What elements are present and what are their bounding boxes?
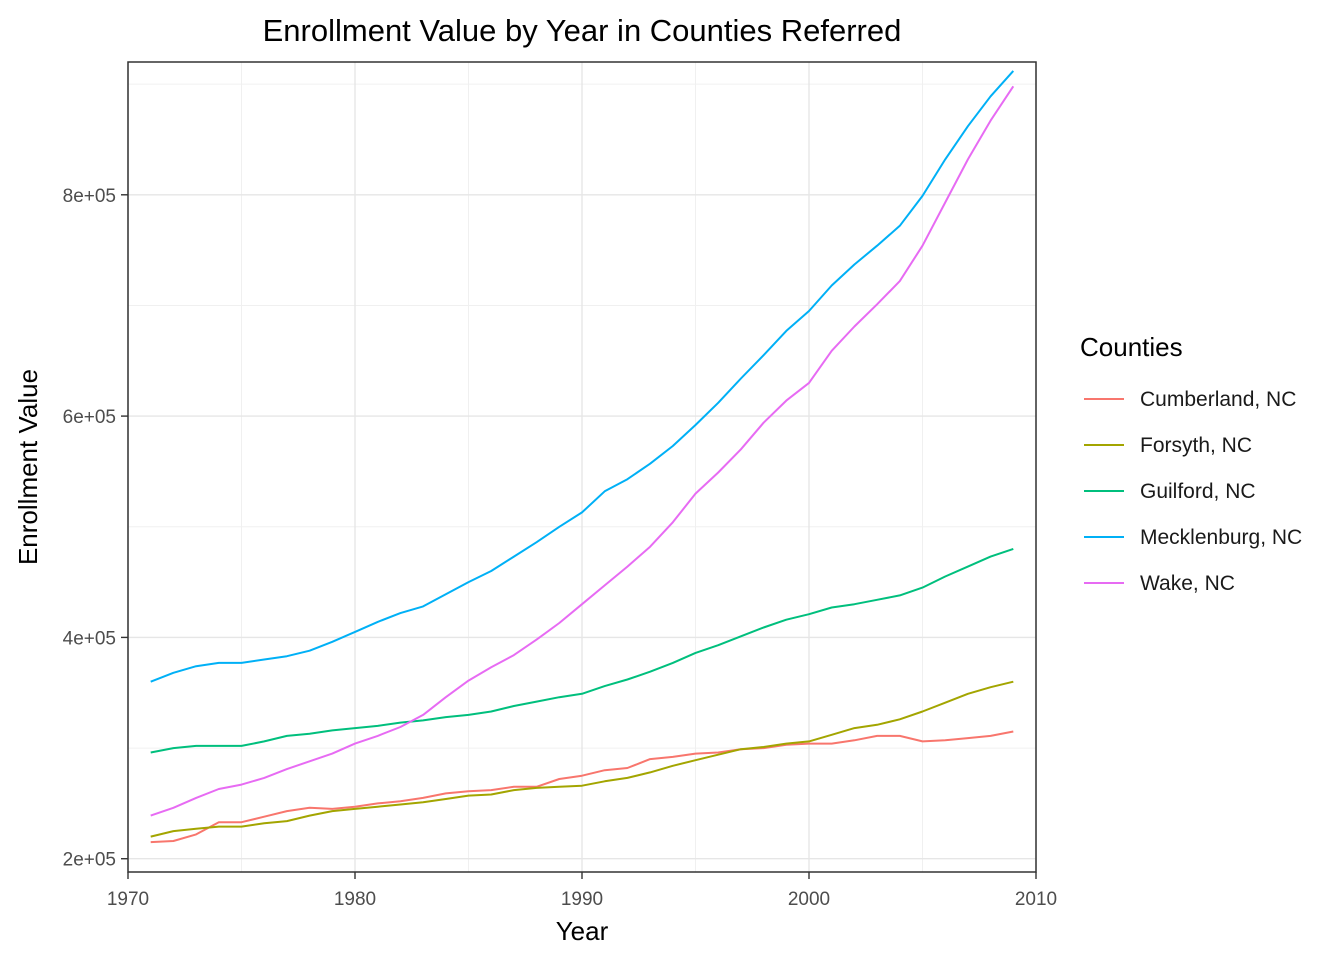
chart-title: Enrollment Value by Year in Counties Ref… [263, 13, 902, 48]
y-tick-label: 4e+05 [63, 628, 116, 649]
y-axis: 2e+05 4e+05 6e+05 8e+05 [63, 186, 128, 871]
x-axis: 1970 1980 1990 2000 2010 [107, 872, 1057, 910]
legend-title: Counties [1080, 332, 1183, 362]
legend-label-wake: Wake, NC [1140, 572, 1235, 595]
series-line-wake [150, 85, 1015, 817]
legend-label-guilford: Guilford, NC [1140, 480, 1256, 503]
y-tick-label: 8e+05 [63, 186, 116, 207]
x-tick-label: 1990 [561, 889, 603, 910]
legend-label-cumberland: Cumberland, NC [1140, 388, 1296, 411]
x-tick-label: 1970 [107, 889, 149, 910]
x-axis-title: Year [556, 916, 609, 946]
series-lines [150, 70, 1015, 844]
series-line-mecklenburg [150, 70, 1015, 683]
plot-panel [127, 61, 1037, 873]
series-line-guilford [150, 547, 1014, 754]
series-line-forsyth [150, 680, 1014, 838]
series-line-cumberland [150, 730, 1014, 844]
legend-label-forsyth: Forsyth, NC [1140, 434, 1252, 457]
y-axis-title: Enrollment Value [13, 369, 43, 565]
x-tick-label: 2000 [788, 889, 830, 910]
y-tick-label: 2e+05 [63, 850, 116, 871]
legend-label-mecklenburg: Mecklenburg, NC [1140, 526, 1302, 549]
y-tick-label: 6e+05 [63, 407, 116, 428]
x-tick-label: 2010 [1015, 889, 1057, 910]
legend: Counties Cumberland, NC Forsyth, NC Guilfo… [1080, 332, 1302, 595]
x-tick-label: 1980 [334, 889, 376, 910]
